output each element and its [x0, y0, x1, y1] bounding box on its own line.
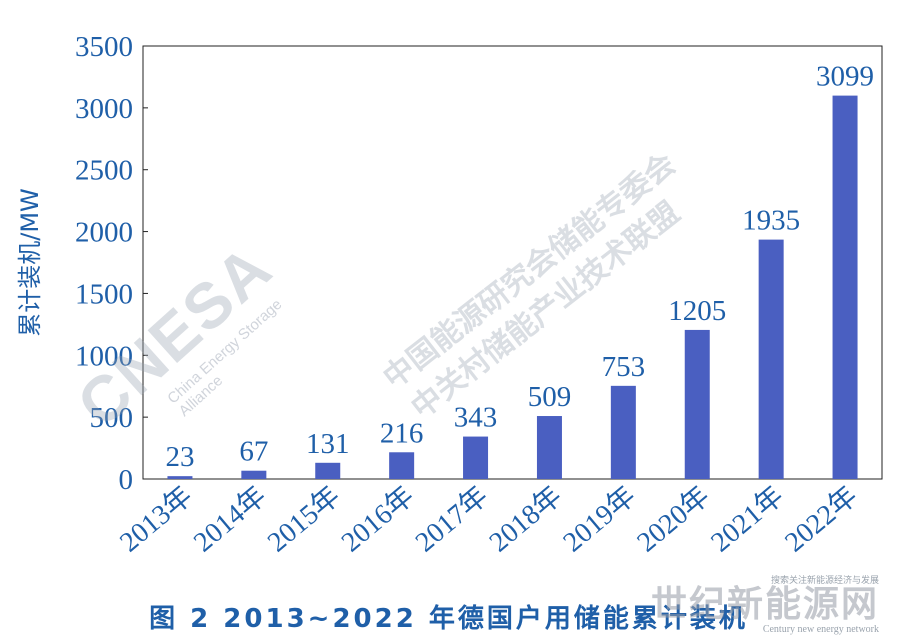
data-label: 509	[528, 381, 572, 413]
x-tick-label: 2015年	[261, 480, 346, 559]
plot-frame	[142, 45, 883, 480]
x-tick-label: 2014年	[187, 480, 272, 559]
bar-2019年	[610, 385, 636, 479]
y-axis-label: 累计装机/MW	[16, 188, 44, 337]
data-label: 131	[306, 428, 350, 460]
data-label: 23	[165, 441, 194, 473]
x-tick-label: 2021年	[705, 480, 790, 559]
y-tick-label: 2000	[75, 217, 133, 249]
y-tick-label: 500	[90, 402, 134, 434]
data-label: 216	[380, 417, 424, 449]
data-label: 1205	[668, 295, 726, 327]
data-label: 3099	[816, 61, 874, 93]
bar-2016年	[389, 452, 415, 479]
data-label: 1935	[742, 205, 800, 237]
bar-2014年	[241, 470, 267, 479]
y-tick-label: 3000	[75, 93, 133, 125]
bar-2021年	[758, 239, 784, 479]
y-tick-label: 3500	[75, 31, 133, 63]
bar-2017年	[463, 436, 489, 479]
data-label: 343	[454, 402, 498, 434]
x-tick-label: 2018年	[483, 480, 568, 559]
x-tick-label: 2016年	[335, 480, 420, 559]
data-label: 753	[602, 351, 646, 383]
x-tick-label: 2022年	[779, 480, 864, 559]
y-tick-label: 2500	[75, 155, 133, 187]
figure-caption: 图 2 2013~2022 年德国户用储能累计装机	[149, 603, 748, 634]
bar-2022年	[832, 95, 858, 479]
x-tick-label: 2020年	[631, 480, 716, 559]
x-tick-label: 2017年	[409, 480, 494, 559]
bar-2013年	[167, 476, 193, 479]
y-tick-label: 0	[119, 464, 134, 496]
data-label: 67	[239, 436, 268, 468]
bar-2018年	[536, 416, 562, 479]
bar-2015年	[315, 462, 341, 479]
bar-2020年	[684, 329, 710, 479]
x-tick-label: 2019年	[557, 480, 642, 559]
y-tick-label: 1000	[75, 340, 133, 372]
bar-chart: 0 500 1000 1500 2000 2500 3000 3500 累计装机/MW 23 201…	[16, 31, 883, 559]
y-tick-label: 1500	[75, 278, 133, 310]
